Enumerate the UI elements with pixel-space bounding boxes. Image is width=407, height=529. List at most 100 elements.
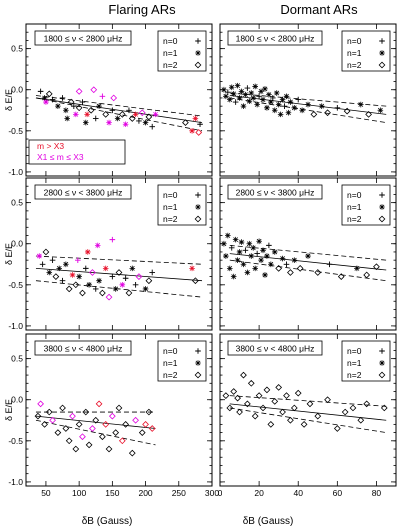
panel-dormant-2-legend-symbol	[378, 371, 386, 379]
panel-flaring-1-point-39	[192, 277, 199, 285]
panel-flaring-2-point-3	[45, 408, 53, 416]
panel-flaring-0-point-35	[145, 113, 153, 121]
panel-flaring-0-point-12	[75, 104, 83, 112]
panel-dormant-1-legend-label: n=2	[347, 214, 362, 224]
panel-dormant-2-x-tick-label: 80	[372, 488, 382, 498]
panel-flaring-2-legend-label: n=2	[163, 370, 178, 380]
panel-dormant-2-point-27	[357, 416, 365, 424]
panel-dormant-0-point-37	[299, 107, 305, 114]
panel-dormant-1-legend-symbol	[379, 192, 385, 198]
panel-flaring-2-point-21	[108, 412, 116, 420]
panel-flaring-0: 0.5 0.0 -0.5 -1.0 δ E/E 1800 ≤ ν < 2800 μHz n=…	[4, 23, 213, 177]
panel-dormant-2-legend-label: n=0	[347, 346, 362, 356]
panel-flaring-1-point-22	[99, 289, 106, 297]
panel-flaring-1-point-13	[76, 273, 82, 280]
panel-flaring-2-legend-label: n=0	[163, 346, 178, 356]
panel-dormant-0-point-20	[260, 96, 266, 103]
panel-flaring-0-y-tick-label: 0.5	[11, 44, 23, 54]
panel-dormant-0-legend-symbol	[379, 38, 385, 44]
panel-dormant-1-point-32	[305, 253, 311, 259]
panel-dormant-2-point-11	[263, 386, 271, 394]
panel-flaring-1-frame	[25, 177, 213, 331]
panel-dormant-2-point-20	[300, 421, 308, 428]
panel-flaring-0-color-key-box	[28, 139, 126, 165]
panel-flaring-0-y-tick-label: 0.0	[11, 85, 23, 95]
panel-flaring-0-point-8	[64, 115, 70, 122]
panel-flaring-2-range-label-box	[34, 340, 132, 356]
panel-flaring-2-point-22	[112, 429, 120, 436]
panel-flaring-2-point-15	[89, 425, 96, 432]
panel-flaring-0-point-23	[106, 119, 112, 126]
x-axis-label-flaring: δB (Gauss)	[82, 516, 133, 527]
panel-flaring-2-frame	[25, 333, 213, 487]
panel-dormant-0-point-6	[232, 99, 239, 105]
panel-dormant-0-point-31	[281, 103, 288, 109]
panel-flaring-2-legend-symbol	[195, 360, 201, 366]
panel-flaring-2-point-5	[54, 429, 62, 436]
panel-flaring-0-y-tick-label: -1.0	[8, 167, 23, 177]
panel-dormant-0-frame	[219, 23, 397, 177]
panel-dormant-2-point-1	[226, 404, 234, 412]
panel-flaring-1-legend-symbol	[194, 215, 202, 223]
panel-dormant-1-point-25	[271, 249, 278, 255]
panel-flaring-1-point-20	[94, 242, 101, 249]
panel-dormant-2-point-25	[341, 408, 349, 416]
panel-dormant-2-point-0	[222, 392, 230, 399]
panel-flaring-0-range-label: 1800 ≤ ν < 2800 μHz	[44, 34, 123, 44]
panel-flaring-1-point-18	[89, 269, 96, 276]
panel-flaring-1-point-9	[65, 285, 73, 293]
panel-dormant-0-point-8	[236, 95, 243, 101]
panel-dormant-0-point-22	[264, 105, 270, 111]
panel-dormant-2-point-28	[363, 400, 371, 408]
panel-dormant-1-point-9	[238, 239, 245, 245]
panel-dormant-1-point-12	[244, 269, 251, 276]
panel-dormant-2-x-tick-label: 0	[218, 488, 223, 498]
panel-flaring-0-point-26	[114, 115, 121, 122]
panel-flaring-0-point-25	[110, 94, 118, 102]
panel-flaring-0-legend-label: n=0	[163, 36, 178, 46]
panel-flaring-0-point-10	[71, 103, 77, 109]
panel-dormant-0-point-25	[270, 95, 276, 101]
panel-flaring-2-point-16	[92, 416, 100, 424]
panel-dormant-2-point-7	[247, 379, 255, 387]
panel-dormant-1-legend-label: n=1	[347, 202, 362, 212]
panel-flaring-1-y-tick-label: -0.5	[8, 280, 23, 290]
panel-flaring-2-point-28	[138, 429, 146, 436]
panel-flaring-1-point-33	[132, 282, 139, 288]
panel-flaring-0-point-7	[63, 107, 69, 114]
panel-flaring-0-point-0	[37, 88, 44, 95]
panel-dormant-1-point-31	[296, 265, 304, 272]
panel-flaring-0-point-28	[122, 121, 129, 128]
panel-dormant-1-range-label: 2800 ≤ ν < 3800 μHz	[236, 188, 315, 198]
panel-dormant-0-point-41	[324, 109, 331, 117]
panel-flaring-0-point-19	[92, 115, 99, 122]
panel-flaring-0-fit-line-1	[35, 95, 203, 117]
panel-dormant-1-point-29	[287, 269, 294, 276]
panel-flaring-0-point-24	[109, 107, 116, 114]
panel-dormant-1-point-27	[279, 255, 286, 262]
panel-flaring-1-range-label: 2800 ≤ ν < 3800 μHz	[44, 188, 123, 198]
panel-flaring-1-point-23	[102, 265, 109, 272]
panel-flaring-0-point-1	[41, 95, 48, 101]
panel-dormant-2-point-18	[290, 404, 298, 412]
panel-dormant-2-point-2	[230, 388, 238, 395]
panel-flaring-0-point-39	[189, 128, 195, 134]
panel-flaring-2-x-tick-label: 300	[205, 488, 219, 498]
panel-flaring-0-point-5	[55, 103, 61, 109]
panel-dormant-1-point-24	[268, 261, 274, 268]
panel-dormant-0-point-40	[318, 103, 325, 109]
panel-dormant-0-point-26	[271, 107, 278, 114]
panel-flaring-0-color-key-label: X1 ≤ m ≤ X3	[37, 152, 84, 162]
panel-dormant-1-point-20	[260, 247, 266, 254]
panel-flaring-1-point-34	[135, 273, 143, 280]
panel-flaring-1-point-11	[72, 281, 80, 289]
panel-dormant-2-point-9	[255, 392, 263, 399]
panel-flaring-2-point-9	[69, 412, 76, 420]
panel-dormant-2-point-21	[306, 400, 314, 408]
panel-dormant-2-point-4	[236, 408, 243, 416]
panel-dormant-0-point-1	[223, 93, 229, 100]
x-axis-label-dormant: δB (Gauss)	[243, 516, 294, 527]
panel-dormant-1-point-15	[250, 245, 257, 251]
panel-flaring-0-point-14	[79, 99, 86, 105]
panel-grid: 0.5 0.0 -0.5 -1.0 δ E/E 1800 ≤ ν < 2800 μHz n=…	[4, 23, 397, 498]
